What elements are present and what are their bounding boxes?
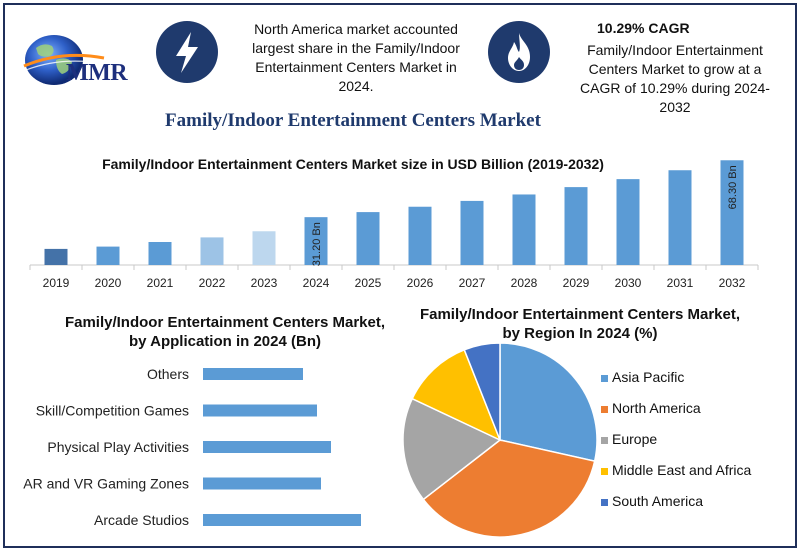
lightning-bolt-icon [156,21,218,83]
outer-frame [3,3,797,548]
x-tick-label-2019: 2019 [43,276,70,290]
x-tick-label-2020: 2020 [95,276,122,290]
hbar-4 [203,514,361,526]
category-label: Others [147,366,189,382]
region-pie-chart [402,342,598,538]
bar-2021 [148,242,172,265]
pie-slice-0 [499,342,598,463]
bar-2024 [304,217,328,265]
flame-icon [488,21,550,83]
bar-2022 [200,237,224,265]
application-bar-chart: Others Skill/Competition Games Physical Pl… [23,366,361,528]
x-tick-label-2032: 2032 [719,276,746,290]
category-label: AR and VR Gaming Zones [23,476,189,492]
application-chart-title: Family/Indoor Entertainment Centers Mark… [64,314,386,350]
bar-2025 [356,212,380,265]
data-label-2032: 68.30 Bn [727,165,739,209]
north-america-note: North America market accounted largest s… [252,21,460,94]
data-label-2024: 31.20 Bn [311,222,323,266]
hbar-0 [203,368,303,380]
category-label: Physical Play Activities [47,439,189,455]
legend-label: North America [612,400,701,416]
x-tick-label-2023: 2023 [251,276,278,290]
x-tick-label-2027: 2027 [459,276,486,290]
hbar-1 [203,404,317,417]
globe-icon [23,35,107,85]
legend-label: South America [612,493,704,509]
cagr-note: Family/Indoor Entertainment Centers Mark… [580,42,770,115]
x-tick-label-2030: 2030 [615,276,642,290]
market-size-chart-title: Family/Indoor Entertainment Centers Mark… [102,156,604,172]
mmr-logo [22,30,146,94]
category-label: Skill/Competition Games [36,403,189,419]
legend-label: Europe [612,431,658,447]
x-tick-label-2025: 2025 [355,276,382,290]
pie-slice-2 [402,397,502,501]
category-label: Arcade Studios [94,512,189,528]
x-tick-label-2026: 2026 [407,276,434,290]
legend-label: Asia Pacific [612,369,685,385]
pie-slice-3 [411,348,502,442]
x-tick-label-2031: 2031 [667,276,694,290]
bar-2031 [668,170,692,265]
legend-swatch [601,375,608,382]
legend-swatch [601,499,608,506]
bar-2026 [408,206,432,265]
bar-2030 [616,179,640,265]
main-title: Family/Indoor Entertainment Centers Mark… [165,110,541,131]
bar-2019 [44,248,68,265]
bar-2032 [720,160,744,265]
bar-2020 [96,246,120,265]
pie-slice-4 [463,342,501,441]
x-tick-label-2028: 2028 [511,276,538,290]
pie-slice-1 [422,439,596,538]
hbar-3 [203,477,321,490]
x-tick-label-2021: 2021 [147,276,174,290]
bar-2023 [252,231,276,265]
x-tick-label-2024: 2024 [303,276,330,290]
legend-swatch [601,437,608,444]
bar-2027 [460,200,484,265]
x-tick-label-2022: 2022 [199,276,226,290]
region-chart-title: Family/Indoor Entertainment Centers Mark… [419,306,741,342]
market-size-bar-chart: 2019 2020 2021 2022 2023 2024 31.20 Bn 2025 2026… [29,160,759,290]
bar-2029 [564,187,588,265]
legend-label: Middle East and Africa [612,462,752,478]
cagr-title: 10.29% CAGR [597,20,690,36]
legend-swatch [601,406,608,413]
hbar-2 [203,441,331,453]
logo-text: MMR [66,60,128,86]
bar-2028 [512,194,536,265]
x-tick-label-2029: 2029 [563,276,590,290]
legend-swatch [601,468,608,475]
